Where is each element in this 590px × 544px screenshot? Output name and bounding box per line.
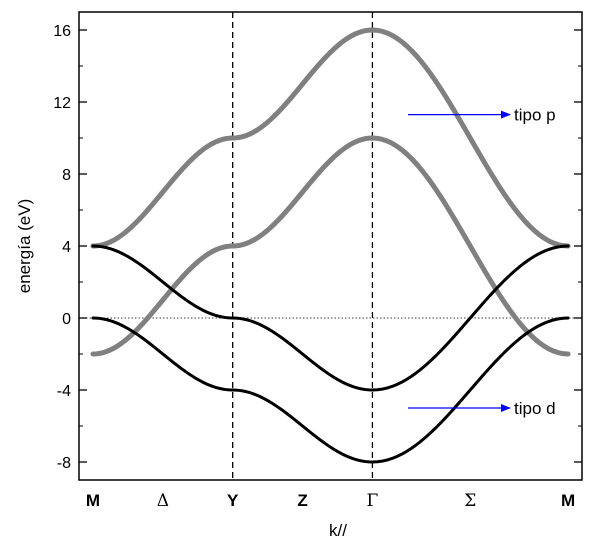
y-tick-label: 16: [53, 23, 71, 40]
y-tick-label: -4: [57, 383, 71, 400]
y-tick-label: 4: [62, 239, 71, 256]
y-tick-label: 0: [62, 311, 71, 328]
kpoint-label: Y: [227, 491, 239, 510]
annotation-label-1: tipo d: [514, 399, 556, 418]
band-p-1: [90, 27, 571, 249]
y-tick-label: -8: [57, 455, 71, 472]
y-tick-label: 8: [62, 167, 71, 184]
grid-layer: [79, 12, 582, 480]
kpoint-label: M: [86, 491, 100, 510]
tick-layer: -8 -4 0 4 8 12 16 M Δ Y Z Γ Σ M: [53, 23, 582, 511]
annotation-layer: tipo p tipo d: [408, 106, 556, 418]
band-layer: [90, 27, 571, 464]
kpoint-label: Σ: [464, 491, 476, 511]
x-axis-title: k//: [329, 521, 347, 540]
plot-frame: [78, 11, 583, 481]
y-tick-label: 12: [53, 95, 71, 112]
y-axis-title: energía (eV): [15, 199, 34, 294]
kpoint-label: M: [561, 491, 575, 510]
band-p-0: [90, 135, 571, 357]
band-d-2: [91, 316, 570, 464]
kpoint-label: Z: [297, 491, 307, 510]
kpoint-label: Γ: [367, 491, 379, 511]
kpoint-label: Δ: [157, 491, 169, 511]
annotation-label-0: tipo p: [514, 106, 556, 125]
band-d-3: [91, 244, 570, 392]
